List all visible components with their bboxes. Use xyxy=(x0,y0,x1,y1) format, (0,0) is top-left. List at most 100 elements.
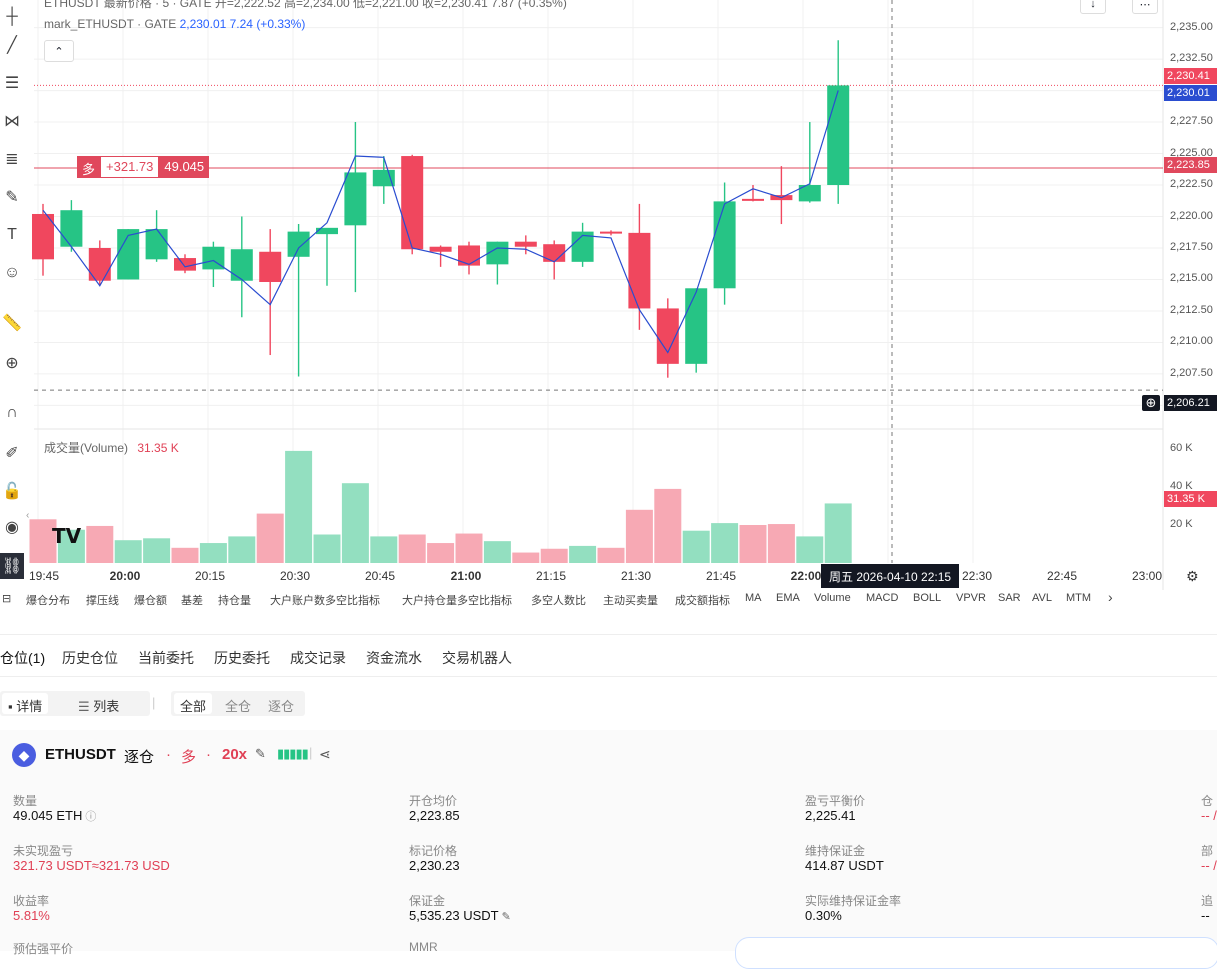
pattern-icon[interactable]: ⋈ xyxy=(4,113,20,130)
candle-body xyxy=(117,229,140,280)
field-label: 未实现盈亏 xyxy=(13,844,74,858)
position-symbol[interactable]: ETHUSDT xyxy=(45,746,116,763)
tradingview-logo: 𝗧𝗩 xyxy=(52,526,82,548)
indicator-item[interactable]: MA xyxy=(745,592,762,604)
tab-item[interactable]: 成交记录 xyxy=(290,650,346,666)
field-value: 5,535.23 USDT ✎ xyxy=(409,908,511,923)
collapse-legend-button[interactable]: ⌃ xyxy=(44,40,74,62)
chevron-right-icon[interactable]: › xyxy=(1108,589,1113,605)
time-tick-label: 20:45 xyxy=(364,569,396,583)
indicator-item[interactable]: 基差 xyxy=(181,595,203,607)
indicator-item[interactable]: 多空人数比 xyxy=(531,595,586,607)
indicator-item[interactable]: 主动买卖量 xyxy=(603,595,658,607)
text-icon[interactable]: T xyxy=(7,226,17,243)
indicator-item[interactable]: 大户账户数多空比指标 xyxy=(270,595,380,607)
indicator-item[interactable]: 爆仓分布 xyxy=(26,595,70,607)
price-tick-label: 2,217.50 xyxy=(1170,240,1213,253)
field-label: MMR xyxy=(409,940,438,954)
view-list-button[interactable]: ☰ 列表 xyxy=(78,696,119,715)
position-tag[interactable]: 多 +321.73 49.045 xyxy=(77,156,210,178)
filter-all-button[interactable]: 全部 xyxy=(174,693,213,714)
tab-item[interactable]: 历史委托 xyxy=(214,650,270,666)
filter-cross-button[interactable]: 全仓 xyxy=(225,699,252,714)
field-value: 2,225.41 xyxy=(805,808,856,823)
field-label: 收益率 xyxy=(13,894,50,908)
zoom-icon[interactable]: ⊕ xyxy=(5,355,19,372)
candle-body xyxy=(32,213,54,260)
price-tick-label: 2,212.50 xyxy=(1170,303,1213,316)
candle-body xyxy=(174,258,196,271)
ruler-icon[interactable]: 📏 xyxy=(2,315,22,332)
indicator-item[interactable]: 成交额指标 xyxy=(675,595,730,607)
emoji-icon[interactable]: ☺ xyxy=(3,264,21,281)
candle-body xyxy=(458,245,480,266)
position-leverage[interactable]: 20x xyxy=(222,746,248,763)
trend-line-icon[interactable]: ╱ xyxy=(7,37,17,54)
horizontal-lines-icon[interactable]: ☰ xyxy=(4,75,20,92)
fib-icon[interactable]: ≣ xyxy=(5,151,19,168)
field-value: 414.87 USDT xyxy=(805,858,884,873)
filter-isolated-button[interactable]: 逐仓 xyxy=(268,699,295,714)
edit-leverage-icon[interactable]: ✎ xyxy=(255,746,266,761)
time-tick-label: 20:00 xyxy=(109,569,141,583)
dot-separator: · xyxy=(206,746,211,763)
candle-body xyxy=(827,85,850,186)
chevron-left-icon[interactable]: ‹ xyxy=(26,510,30,521)
mark-price-legend: mark_ETHUSDT · GATE 2,230.01 7.24 (+0.33… xyxy=(44,17,305,31)
divider xyxy=(0,676,1217,677)
tab-item[interactable]: 资金流水 xyxy=(366,650,422,666)
indicator-item[interactable]: VPVR xyxy=(956,592,986,604)
price-tick-label: 2,227.50 xyxy=(1170,115,1213,128)
indicator-item[interactable]: 大户持仓量多空比指标 xyxy=(402,595,512,607)
candlestick-chart[interactable] xyxy=(0,0,1217,612)
arrow-down-icon[interactable]: ↓ xyxy=(1080,0,1106,14)
brush-icon[interactable]: ✎ xyxy=(5,189,19,206)
indicator-item[interactable]: 爆仓额 xyxy=(134,595,167,607)
unlock-icon[interactable]: 🔓 xyxy=(2,483,22,500)
indicator-item[interactable]: Volume xyxy=(814,592,851,604)
indicator-item[interactable]: 持仓量 xyxy=(218,595,251,607)
indicator-item[interactable]: MACD xyxy=(866,592,899,604)
link-icon[interactable]: ⛓ xyxy=(0,553,24,579)
position-tag-qty: 49.045 xyxy=(159,156,210,178)
field-label: 数量 xyxy=(13,794,38,808)
indicator-item[interactable]: MTM xyxy=(1066,592,1092,604)
view-toggle: ▪ 详情 ☰ 列表 xyxy=(0,691,150,716)
floating-widget[interactable] xyxy=(735,937,1217,969)
tab-item[interactable]: 仓位(1) xyxy=(0,650,46,666)
volume-legend: 成交量(Volume) 31.35 K xyxy=(44,439,179,456)
tab-item[interactable]: 历史仓位 xyxy=(62,650,118,666)
indicator-item[interactable]: EMA xyxy=(776,592,800,604)
volume-bar xyxy=(455,533,483,563)
magnet-icon[interactable]: ∩ xyxy=(6,404,18,421)
eye-icon[interactable]: ◉ xyxy=(5,519,19,536)
share-icon[interactable]: ⋖ xyxy=(319,746,331,762)
candle-body xyxy=(628,232,651,309)
volume-bar xyxy=(796,536,824,563)
volume-bar xyxy=(313,534,341,563)
field-label: 追 xyxy=(1201,894,1214,908)
settings-gear-icon[interactable]: ⚙ xyxy=(1186,568,1199,584)
candle-body xyxy=(145,229,168,260)
position-mode: 逐仓 xyxy=(124,749,155,766)
chart-area[interactable]: ┼ ╱ ☰ ⋈ ≣ ✎ T ☺ 📏 ⊕ ∩ ✐ 🔓 ◉ ⛓ ETHUSDT 最新… xyxy=(0,0,1217,612)
volume-bar xyxy=(228,536,256,563)
more-icon[interactable]: ⋯ xyxy=(1132,0,1158,14)
field-value: -- / xyxy=(1201,858,1217,873)
indicator-item[interactable]: SAR xyxy=(998,592,1021,604)
add-order-plus-icon[interactable]: ⊕ xyxy=(1142,395,1160,411)
indicator-menu-icon[interactable]: ⊟ xyxy=(2,593,12,605)
tab-item[interactable]: 交易机器人 xyxy=(442,650,512,666)
indicator-item[interactable]: 撑压线 xyxy=(86,595,119,607)
candle-body xyxy=(60,210,83,247)
indicator-item[interactable]: BOLL xyxy=(913,592,942,604)
volume-legend-name: 成交量(Volume) xyxy=(44,441,129,455)
volume-bar xyxy=(711,523,739,563)
lock-drawing-icon[interactable]: ✐ xyxy=(5,445,19,462)
crosshair-icon[interactable]: ┼ xyxy=(6,8,18,25)
view-detail-button[interactable]: ▪ 详情 xyxy=(2,693,49,714)
edit-margin-icon[interactable]: ✎ xyxy=(498,911,511,923)
indicator-item[interactable]: AVL xyxy=(1032,592,1052,604)
info-icon[interactable]: ⓘ xyxy=(82,811,97,823)
tab-item[interactable]: 当前委托 xyxy=(138,650,194,666)
